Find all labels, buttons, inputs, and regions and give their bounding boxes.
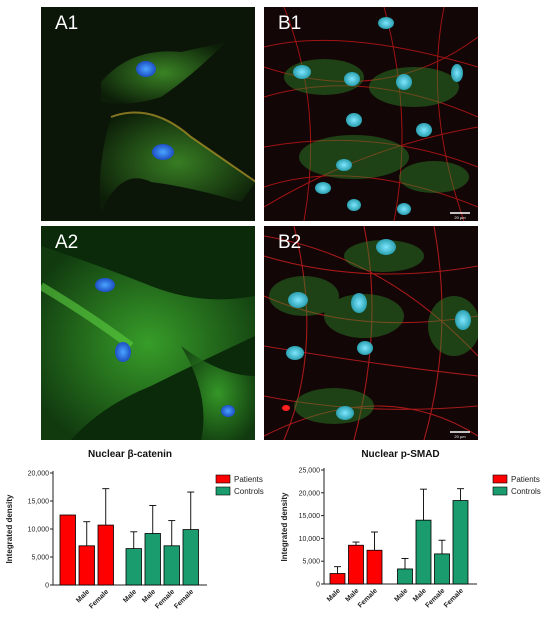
bar <box>366 549 383 585</box>
micrograph-a1-image <box>41 7 255 221</box>
legend-swatch <box>215 486 231 496</box>
x-category-label: Female <box>154 588 176 610</box>
micrograph-panel-b1: 20 µm B1 <box>264 7 478 221</box>
chart-nuclear-beta-catenin: Nuclear β-catenin Integrated density 0 5,00… <box>5 449 264 610</box>
x-category-label: Female <box>357 587 379 609</box>
x-category-label: Female <box>173 588 195 610</box>
x-category-label: Female <box>443 587 465 609</box>
y-tick-label: 5,000 <box>302 559 320 566</box>
legend-label: Patients <box>234 475 263 484</box>
legend-swatch <box>215 474 231 484</box>
x-category-label: Male <box>393 587 409 603</box>
bar <box>144 533 161 586</box>
bar <box>163 545 180 586</box>
panel-label-b2: B2 <box>278 232 302 253</box>
chart-title: Nuclear β-catenin <box>88 449 172 460</box>
x-category-label: Male <box>344 587 360 603</box>
scale-bar-b1-label: 20 µm <box>454 215 466 220</box>
nucleus-a1-2 <box>152 144 174 160</box>
bar <box>97 524 114 586</box>
y-tick-label: 0 <box>316 582 320 589</box>
micrograph-panel-a1: A1 <box>41 7 255 221</box>
x-category-label: Male <box>412 587 428 603</box>
panel-label-b1: B1 <box>278 13 302 34</box>
y-tick-label: 15,000 <box>28 499 50 506</box>
panel-label-a1: A1 <box>55 13 79 34</box>
micrograph-b2-image: 20 µm <box>264 226 478 440</box>
y-tick-label: 15,000 <box>299 513 321 520</box>
nucleus-a2-1 <box>95 278 115 292</box>
y-tick-label: 10,000 <box>28 527 50 534</box>
legend-label: Controls <box>234 487 264 496</box>
x-category-label: Female <box>88 588 110 610</box>
bar <box>348 544 364 585</box>
micrograph-panel-b2: 20 µm B2 <box>264 226 478 440</box>
x-category-label: Male <box>141 588 157 604</box>
x-category-label: Male <box>326 587 342 603</box>
nucleus-a2-3 <box>221 405 235 417</box>
y-tick-label: 25,000 <box>299 468 321 475</box>
bar <box>125 548 142 586</box>
y-tick-label: 0 <box>45 583 49 590</box>
y-axis-title: Integrated density <box>280 492 289 561</box>
x-category-label: Male <box>122 588 138 604</box>
bar <box>397 568 413 585</box>
y-tick-label: 5,000 <box>31 555 49 562</box>
chart-nuclear-p-smad: Nuclear p-SMAD Integrated density 0 5,000 10… <box>280 449 541 609</box>
y-tick-label: 20,000 <box>28 471 50 478</box>
bar <box>415 519 432 585</box>
chart-title: Nuclear p-SMAD <box>361 449 439 460</box>
legend-swatch <box>492 486 508 496</box>
micrograph-a2-image <box>41 226 255 440</box>
y-axis-title: Integrated density <box>5 494 14 563</box>
panel-label-a2: A2 <box>55 232 79 253</box>
scale-bar-b2-label: 20 µm <box>454 434 466 439</box>
nucleus-a2-2 <box>115 342 131 362</box>
micrograph-panel-a2: A2 <box>41 226 255 440</box>
legend-swatch <box>492 474 508 484</box>
x-category-label: Male <box>75 588 91 604</box>
bar <box>452 500 469 585</box>
legend-label: Patients <box>511 475 540 484</box>
y-tick-label: 20,000 <box>299 490 321 497</box>
bar <box>182 529 199 586</box>
bar <box>59 514 76 586</box>
bar <box>329 573 346 585</box>
y-tick-label: 10,000 <box>299 536 321 543</box>
legend-label: Controls <box>511 487 541 496</box>
nucleus-a1-1 <box>136 61 156 77</box>
bar <box>434 553 450 585</box>
micrograph-b1-image: 20 µm <box>264 7 478 221</box>
bar <box>78 545 95 586</box>
